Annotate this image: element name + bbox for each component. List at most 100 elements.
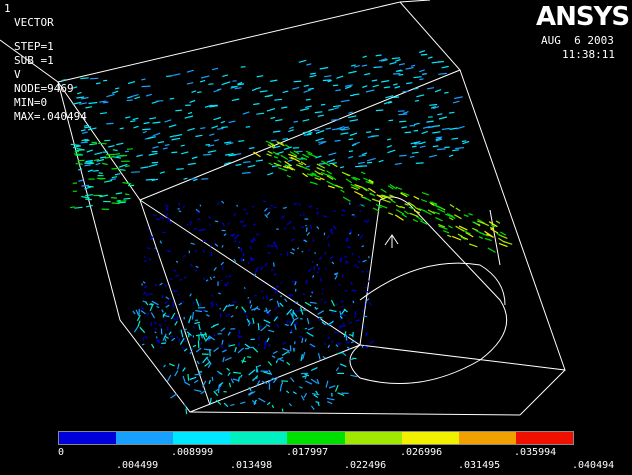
vector-arrow <box>150 236 154 241</box>
vector-arrow <box>294 341 296 345</box>
vector-arrow <box>111 197 117 199</box>
vector-arrow <box>77 91 82 95</box>
vector-arrow <box>366 219 370 223</box>
vector-arrow <box>449 127 458 130</box>
vector-arrow <box>311 172 317 176</box>
vector-arrow <box>230 403 235 406</box>
vector-arrow <box>419 145 426 148</box>
vector-arrow <box>146 247 151 250</box>
vector-arrow <box>349 229 353 234</box>
vector-arrow <box>155 218 160 221</box>
vector-arrow <box>270 79 278 82</box>
vector-arrow <box>111 167 120 170</box>
vector-arrow <box>162 333 167 341</box>
vector-arrow <box>337 351 344 355</box>
vector-arrow <box>164 284 168 288</box>
vector-arrow <box>395 69 402 72</box>
vector-arrow <box>213 116 222 121</box>
vector-arrow <box>166 217 171 221</box>
vector-arrow <box>394 162 402 166</box>
vector-arrow <box>70 143 80 146</box>
vector-arrow <box>80 77 89 80</box>
vector-arrow <box>484 237 492 242</box>
legend-label-upper-1: .008999 <box>171 447 214 458</box>
vector-arrow <box>144 285 148 289</box>
vector-arrow <box>277 159 282 163</box>
vector-arrow <box>310 378 318 384</box>
vector-arrow <box>183 177 188 180</box>
vector-arrows <box>61 50 513 415</box>
vector-arrow <box>252 377 258 381</box>
vector-arrow <box>489 226 495 230</box>
vector-arrow <box>378 159 384 163</box>
vector-arrow <box>476 220 485 225</box>
vector-arrow <box>409 212 419 218</box>
vector-arrow <box>61 79 67 82</box>
vector-arrow <box>300 161 307 166</box>
vector-arrow <box>435 138 443 142</box>
vector-arrow <box>432 106 440 110</box>
vector-arrow <box>315 155 322 159</box>
vector-arrow <box>152 145 159 149</box>
vector-arrow <box>305 279 309 284</box>
vector-arrow <box>239 374 243 378</box>
vector-arrow <box>350 340 355 344</box>
vector-arrow <box>221 81 231 86</box>
step-label: STEP=1 <box>14 40 54 53</box>
vector-arrow <box>106 122 114 125</box>
vector-arrow <box>192 344 197 348</box>
vector-arrow <box>321 160 331 167</box>
vector-arrow <box>398 63 406 66</box>
vector-arrow <box>217 88 222 91</box>
vector-arrow <box>309 224 313 230</box>
vector-arrow <box>227 372 231 377</box>
vector-arrow <box>115 192 123 195</box>
vector-arrow <box>350 186 359 191</box>
vector-arrow <box>267 150 273 155</box>
vector-arrow <box>308 249 311 252</box>
vector-arrow <box>398 73 404 76</box>
vector-arrow <box>321 321 326 326</box>
vector-arrow <box>351 176 358 181</box>
legend-label-upper-2: .017997 <box>286 447 329 458</box>
vector-arrow <box>331 231 334 235</box>
vector-arrow <box>215 399 222 406</box>
vector-arrow <box>320 171 330 177</box>
vector-arrow <box>478 236 484 239</box>
vector-arrow <box>183 276 187 279</box>
vector-arrow <box>275 323 280 328</box>
vector-arrow <box>180 144 185 147</box>
vector-arrow <box>90 77 99 80</box>
vector-arrow <box>488 221 498 228</box>
legend-segment <box>116 432 174 444</box>
vector-arrow <box>348 138 354 141</box>
vector-arrow <box>81 195 90 199</box>
vector-arrow <box>465 231 474 238</box>
vector-arrow <box>332 105 341 108</box>
vector-arrow <box>344 126 349 129</box>
vector-arrow <box>118 201 126 204</box>
vector-arrow <box>460 236 466 241</box>
vector-arrow <box>81 139 86 142</box>
vector-arrow <box>341 171 351 177</box>
vector-arrow <box>247 322 251 327</box>
vector-arrow <box>225 313 230 318</box>
vector-arrow <box>233 371 242 374</box>
vector-arrow <box>73 86 78 89</box>
legend-segment <box>173 432 231 444</box>
vector-arrow <box>171 151 178 154</box>
vector-arrow <box>244 343 251 349</box>
vector-arrow <box>202 309 205 312</box>
legend-segment <box>515 432 573 444</box>
vector-arrow <box>162 147 168 150</box>
vector-arrow <box>448 225 453 229</box>
vector-arrow <box>154 327 158 330</box>
vector-arrow <box>224 357 232 362</box>
legend-segment <box>287 432 345 444</box>
vector-arrow <box>240 401 246 405</box>
vector-arrow <box>148 152 158 156</box>
vector-arrow <box>345 261 349 264</box>
vector-arrow <box>282 138 289 140</box>
vector-arrow <box>218 292 221 295</box>
